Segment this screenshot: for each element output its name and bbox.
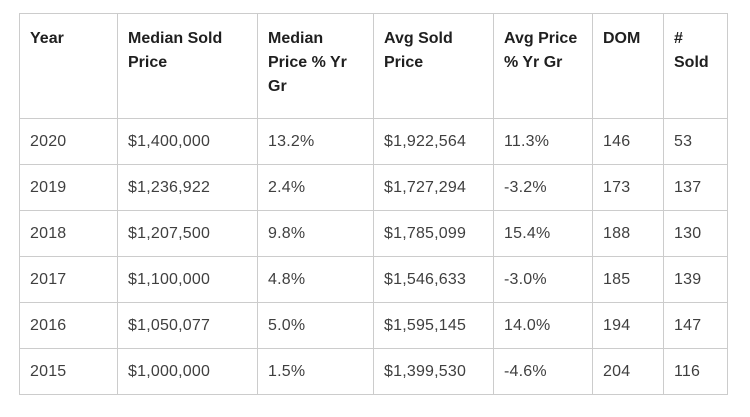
- cell-avg-sold-price: $1,727,294: [373, 164, 494, 211]
- cell-dom: 146: [592, 118, 664, 165]
- cell-dom: 188: [592, 210, 664, 257]
- cell-median-price-pct-yr-gr: 1.5%: [257, 348, 374, 395]
- cell-year: 2017: [19, 256, 118, 303]
- column-header-num-sold: # Sold: [663, 13, 728, 119]
- cell-avg-sold-price: $1,785,099: [373, 210, 494, 257]
- column-header-avg-sold-price: Avg Sold Price: [373, 13, 494, 119]
- column-header-dom: DOM: [592, 13, 664, 119]
- column-header-median-price-pct-yr-gr: Median Price % Yr Gr: [257, 13, 374, 119]
- table-row: 2019 $1,236,922 2.4% $1,727,294 -3.2% 173 137: [19, 164, 728, 211]
- cell-avg-sold-price: $1,595,145: [373, 302, 494, 349]
- cell-dom: 185: [592, 256, 664, 303]
- cell-avg-sold-price: $1,922,564: [373, 118, 494, 165]
- cell-median-price-pct-yr-gr: 9.8%: [257, 210, 374, 257]
- table-body: 2020 $1,400,000 13.2% $1,922,564 11.3% 146 53 2…: [19, 118, 728, 395]
- table-row: Year Median Sold Price Median Price % Yr G…: [19, 13, 728, 119]
- cell-num-sold: 130: [663, 210, 728, 257]
- cell-median-price-pct-yr-gr: 2.4%: [257, 164, 374, 211]
- table-row: 2016 $1,050,077 5.0% $1,595,145 14.0% 194 147: [19, 302, 728, 349]
- table-row: 2015 $1,000,000 1.5% $1,399,530 -4.6% 204 116: [19, 348, 728, 395]
- cell-avg-sold-price: $1,546,633: [373, 256, 494, 303]
- column-header-avg-price-pct-yr-gr: Avg Price % Yr Gr: [493, 13, 593, 119]
- cell-median-sold-price: $1,100,000: [117, 256, 258, 303]
- cell-num-sold: 137: [663, 164, 728, 211]
- cell-median-sold-price: $1,400,000: [117, 118, 258, 165]
- cell-avg-price-pct-yr-gr: -3.2%: [493, 164, 593, 211]
- cell-median-sold-price: $1,050,077: [117, 302, 258, 349]
- cell-year: 2015: [19, 348, 118, 395]
- cell-num-sold: 53: [663, 118, 728, 165]
- cell-median-sold-price: $1,000,000: [117, 348, 258, 395]
- cell-avg-price-pct-yr-gr: 11.3%: [493, 118, 593, 165]
- cell-avg-price-pct-yr-gr: -4.6%: [493, 348, 593, 395]
- cell-median-price-pct-yr-gr: 13.2%: [257, 118, 374, 165]
- table-row: 2018 $1,207,500 9.8% $1,785,099 15.4% 188 130: [19, 210, 728, 257]
- cell-year: 2018: [19, 210, 118, 257]
- cell-median-price-pct-yr-gr: 4.8%: [257, 256, 374, 303]
- table-row: 2020 $1,400,000 13.2% $1,922,564 11.3% 146 53: [19, 118, 728, 165]
- cell-num-sold: 147: [663, 302, 728, 349]
- cell-num-sold: 116: [663, 348, 728, 395]
- cell-avg-price-pct-yr-gr: -3.0%: [493, 256, 593, 303]
- cell-year: 2020: [19, 118, 118, 165]
- cell-dom: 173: [592, 164, 664, 211]
- cell-median-sold-price: $1,207,500: [117, 210, 258, 257]
- cell-dom: 194: [592, 302, 664, 349]
- cell-year: 2016: [19, 302, 118, 349]
- yearly-sales-stats-table: Year Median Sold Price Median Price % Yr G…: [19, 13, 728, 395]
- cell-avg-price-pct-yr-gr: 15.4%: [493, 210, 593, 257]
- cell-median-price-pct-yr-gr: 5.0%: [257, 302, 374, 349]
- cell-dom: 204: [592, 348, 664, 395]
- cell-median-sold-price: $1,236,922: [117, 164, 258, 211]
- cell-avg-price-pct-yr-gr: 14.0%: [493, 302, 593, 349]
- cell-year: 2019: [19, 164, 118, 211]
- table-header-row: Year Median Sold Price Median Price % Yr G…: [19, 13, 728, 119]
- column-header-year: Year: [19, 13, 118, 119]
- cell-num-sold: 139: [663, 256, 728, 303]
- table-row: 2017 $1,100,000 4.8% $1,546,633 -3.0% 185 139: [19, 256, 728, 303]
- cell-avg-sold-price: $1,399,530: [373, 348, 494, 395]
- column-header-median-sold-price: Median Sold Price: [117, 13, 258, 119]
